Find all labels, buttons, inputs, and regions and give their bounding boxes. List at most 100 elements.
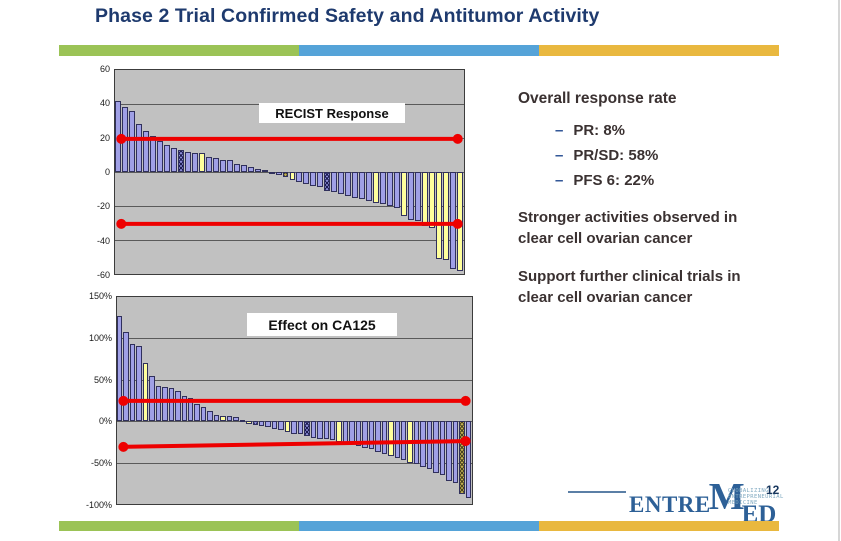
waterfall-bar bbox=[362, 421, 368, 448]
bullet-dash: – bbox=[555, 122, 564, 139]
waterfall-bar bbox=[401, 172, 408, 217]
waterfall-bar bbox=[254, 168, 261, 172]
accent-bar-top bbox=[59, 45, 779, 56]
waterfall-bar bbox=[366, 172, 373, 201]
waterfall-bar bbox=[170, 148, 177, 172]
waterfall-bar bbox=[163, 144, 170, 172]
reference-line-endpoint-dot bbox=[116, 133, 127, 144]
y-tick-label: -100% bbox=[85, 500, 112, 510]
waterfall-bar bbox=[212, 158, 219, 172]
waterfall-bar bbox=[465, 421, 471, 499]
waterfall-bar bbox=[259, 421, 265, 427]
waterfall-bar bbox=[359, 172, 366, 200]
accent-segment-green bbox=[59, 521, 299, 531]
tagline-line-3: MEDICINE bbox=[728, 500, 758, 506]
gridline bbox=[117, 462, 472, 464]
waterfall-bar bbox=[303, 172, 310, 184]
waterfall-bar bbox=[297, 421, 304, 435]
waterfall-bar bbox=[198, 153, 205, 172]
gridline bbox=[115, 240, 464, 241]
waterfall-bar bbox=[233, 417, 239, 422]
waterfall-bar bbox=[219, 160, 226, 172]
bullet-dash: – bbox=[555, 172, 564, 189]
y-tick-label: -50% bbox=[90, 458, 112, 469]
accent-segment-yellow bbox=[539, 45, 779, 56]
waterfall-bar bbox=[117, 316, 123, 422]
waterfall-bar bbox=[247, 166, 254, 172]
waterfall-bar bbox=[426, 421, 433, 470]
waterfall-bar bbox=[226, 416, 233, 422]
accent-segment-blue bbox=[299, 45, 539, 56]
waterfall-bar bbox=[188, 398, 194, 422]
waterfall-bar bbox=[136, 345, 142, 422]
recist-chart-title-box: RECIST Response bbox=[259, 103, 405, 123]
ca125-chart-title: Effect on CA125 bbox=[268, 316, 376, 333]
waterfall-bar bbox=[310, 421, 317, 438]
waterfall-bar bbox=[213, 414, 220, 422]
ca125-plot-area: Effect on CA125 bbox=[116, 296, 473, 505]
waterfall-bar bbox=[149, 375, 155, 422]
waterfall-bar bbox=[338, 172, 345, 195]
waterfall-bar bbox=[433, 421, 439, 473]
waterfall-bar bbox=[310, 172, 317, 186]
waterfall-bar bbox=[252, 421, 258, 426]
logo-entre-text: ENTRE bbox=[629, 492, 711, 517]
ca125-y-axis-labels: 150% 100% 50% 0% -50% -100% bbox=[86, 291, 114, 510]
waterfall-bar bbox=[233, 163, 240, 172]
waterfall-bar bbox=[220, 416, 226, 422]
waterfall-bar bbox=[324, 172, 331, 191]
waterfall-bar bbox=[373, 172, 380, 203]
waterfall-bar bbox=[375, 421, 381, 452]
waterfall-bar bbox=[200, 407, 207, 422]
waterfall-bar bbox=[380, 172, 387, 205]
waterfall-bar bbox=[429, 172, 436, 229]
waterfall-bar bbox=[191, 153, 198, 172]
y-tick-label: 100% bbox=[88, 332, 112, 343]
waterfall-bar bbox=[128, 110, 135, 172]
waterfall-bar bbox=[265, 421, 271, 427]
waterfall-bar bbox=[240, 165, 247, 172]
waterfall-bar bbox=[296, 172, 303, 183]
logo-m-text: M bbox=[708, 476, 745, 518]
waterfall-bar bbox=[388, 421, 394, 456]
logo-tagline: GLOBALIZING ENTREPRENEURIAL MEDICINE bbox=[728, 488, 784, 506]
waterfall-bar bbox=[452, 421, 459, 484]
accent-segment-yellow bbox=[539, 521, 779, 531]
reference-lines-overlay bbox=[118, 395, 471, 452]
slide-title: Phase 2 Trial Confirmed Safety and Antit… bbox=[95, 5, 600, 27]
waterfall-bar bbox=[246, 421, 252, 425]
overall-response-heading: Overall response rate bbox=[518, 90, 677, 107]
accent-segment-blue bbox=[299, 521, 539, 531]
bullet-prsd-label: PR/SD: 58% bbox=[573, 147, 659, 164]
waterfall-bar bbox=[123, 331, 129, 422]
recist-chart-title: RECIST Response bbox=[275, 105, 389, 121]
waterfall-bar bbox=[239, 419, 246, 422]
bullet-dash: – bbox=[555, 147, 564, 164]
waterfall-bar bbox=[422, 172, 429, 227]
gridline bbox=[117, 379, 472, 381]
waterfall-bar bbox=[443, 172, 450, 261]
waterfall-bar bbox=[352, 172, 359, 198]
waterfall-bar bbox=[135, 124, 142, 172]
waterfall-bar bbox=[408, 172, 415, 220]
bullet-pfs-label: PFS 6: 22% bbox=[573, 172, 655, 189]
waterfall-bar bbox=[142, 363, 149, 422]
waterfall-bar bbox=[261, 170, 268, 173]
y-tick-label: 0 bbox=[104, 167, 110, 177]
y-tick-label: -40 bbox=[96, 235, 110, 246]
bullet-pr-label: PR: 8% bbox=[573, 122, 626, 139]
reference-line-endpoint-dot bbox=[118, 441, 129, 452]
waterfall-bar bbox=[282, 172, 289, 178]
reference-line-endpoint-dot bbox=[118, 395, 129, 406]
y-tick-label: 50% bbox=[93, 374, 112, 385]
waterfall-bar bbox=[323, 421, 329, 440]
waterfall-bar bbox=[142, 131, 149, 172]
gridline bbox=[115, 205, 464, 207]
waterfall-bar bbox=[181, 396, 187, 422]
y-tick-label: 20 bbox=[99, 132, 110, 143]
waterfall-bar bbox=[368, 421, 375, 450]
waterfall-bar bbox=[317, 421, 323, 439]
recist-plot-area: RECIST Response bbox=[114, 69, 465, 275]
waterfall-bar bbox=[420, 421, 426, 467]
waterfall-bar bbox=[291, 421, 297, 434]
